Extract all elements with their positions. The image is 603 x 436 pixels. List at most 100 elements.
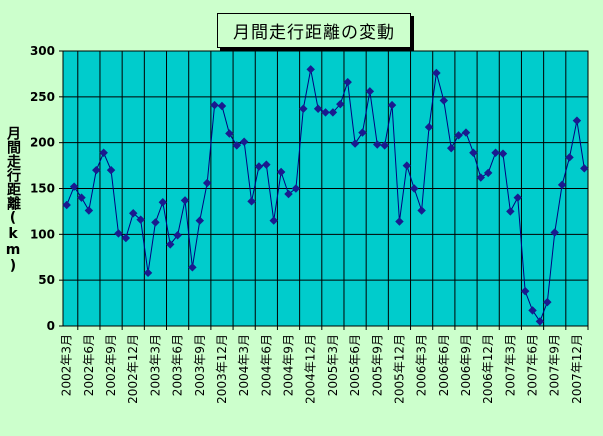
data-point [313,104,323,113]
x-tick-label: 2005年6月 [348,334,362,396]
x-tick-label: 2002年9月 [104,334,118,396]
data-point [129,209,138,218]
x-tick-label: 2003年12月 [215,334,229,404]
data-point [358,128,367,137]
x-tick-label: 2003年6月 [171,334,185,396]
data-point [188,263,197,272]
x-tick-label: 2006年9月 [459,334,473,396]
data-point [410,184,419,193]
data-point [173,231,182,240]
data-point [350,139,360,148]
y-tick-label: 50 [38,273,55,287]
data-point [158,198,168,207]
y-tick-label: 100 [30,227,55,241]
x-tick-label: 2006年3月 [415,334,429,396]
data-point [143,268,153,278]
data-point [210,100,219,110]
data-point [62,200,71,210]
data-point [276,167,286,177]
data-point [439,96,449,105]
y-tick-label: 150 [30,182,55,196]
x-tick-label: 2004年6月 [259,334,273,396]
data-point [284,189,293,199]
data-point [535,317,545,326]
data-point [380,141,389,150]
y-tick-label: 250 [30,90,55,104]
data-point [543,297,552,307]
data-point [247,197,256,206]
y-tick-label: 0 [47,319,55,333]
data-point [180,196,190,205]
x-tick-label: 2006年12月 [481,334,495,404]
data-point [239,137,249,146]
data-point [520,286,530,296]
data-point [151,218,160,227]
data-point [550,228,559,237]
data-point [202,178,212,188]
data-point [454,131,463,140]
data-point [232,141,241,150]
x-tick-label: 2007年9月 [548,334,562,396]
x-tick-label: 2005年12月 [392,334,406,404]
data-point [580,164,589,173]
data-point [262,160,271,169]
data-point [513,193,522,202]
x-tick-label: 2002年12月 [126,334,140,404]
x-tick-label: 2002年6月 [82,334,96,396]
data-point [476,173,486,182]
data-point [506,207,515,216]
data-point [84,206,94,215]
data-point [365,87,375,96]
x-tick-label: 2007年6月 [526,334,540,396]
data-point [195,216,205,225]
data-point [254,162,264,171]
data-point [387,100,397,110]
data-point [373,140,382,149]
data-point [565,153,574,162]
data-point [136,215,145,224]
data-point [469,148,478,157]
data-point [99,148,108,157]
data-point [165,240,175,249]
data-point [299,104,308,113]
chart-title: 月間走行距離の変動 [217,13,411,48]
data-point [483,168,493,178]
data-point [291,184,301,193]
data-point [69,182,79,191]
data-point [77,193,86,202]
x-tick-label: 2004年3月 [237,334,251,396]
data-point [528,306,537,315]
data-point [395,217,404,226]
data-point [114,229,123,238]
x-tick-label: 2007年12月 [570,334,584,404]
x-tick-label: 2002年3月 [60,334,74,396]
x-tick-label: 2006年6月 [437,334,451,396]
data-point [336,99,345,109]
plot-area [62,50,589,327]
data-point [121,233,131,243]
data-point [306,65,315,74]
data-point [491,148,500,157]
data-point [446,143,456,153]
data-point [572,116,582,125]
data-point [269,216,278,225]
x-tick-label: 2007年3月 [503,334,517,396]
x-tick-label: 2003年9月 [193,334,207,396]
data-point [225,129,234,138]
data-point [557,180,567,190]
data-point [92,165,101,175]
x-tick-label: 2005年9月 [370,334,384,396]
data-point [498,149,508,158]
data-point [106,165,116,175]
x-tick-label: 2004年9月 [282,334,296,396]
data-point [417,206,426,215]
series-line [66,69,585,323]
y-tick-label: 300 [30,44,55,58]
data-point [461,128,471,137]
data-point [424,122,434,132]
x-tick-label: 2005年3月 [326,334,340,396]
data-point [217,101,227,111]
y-axis-label: 月間走行距離(km) [5,126,21,274]
